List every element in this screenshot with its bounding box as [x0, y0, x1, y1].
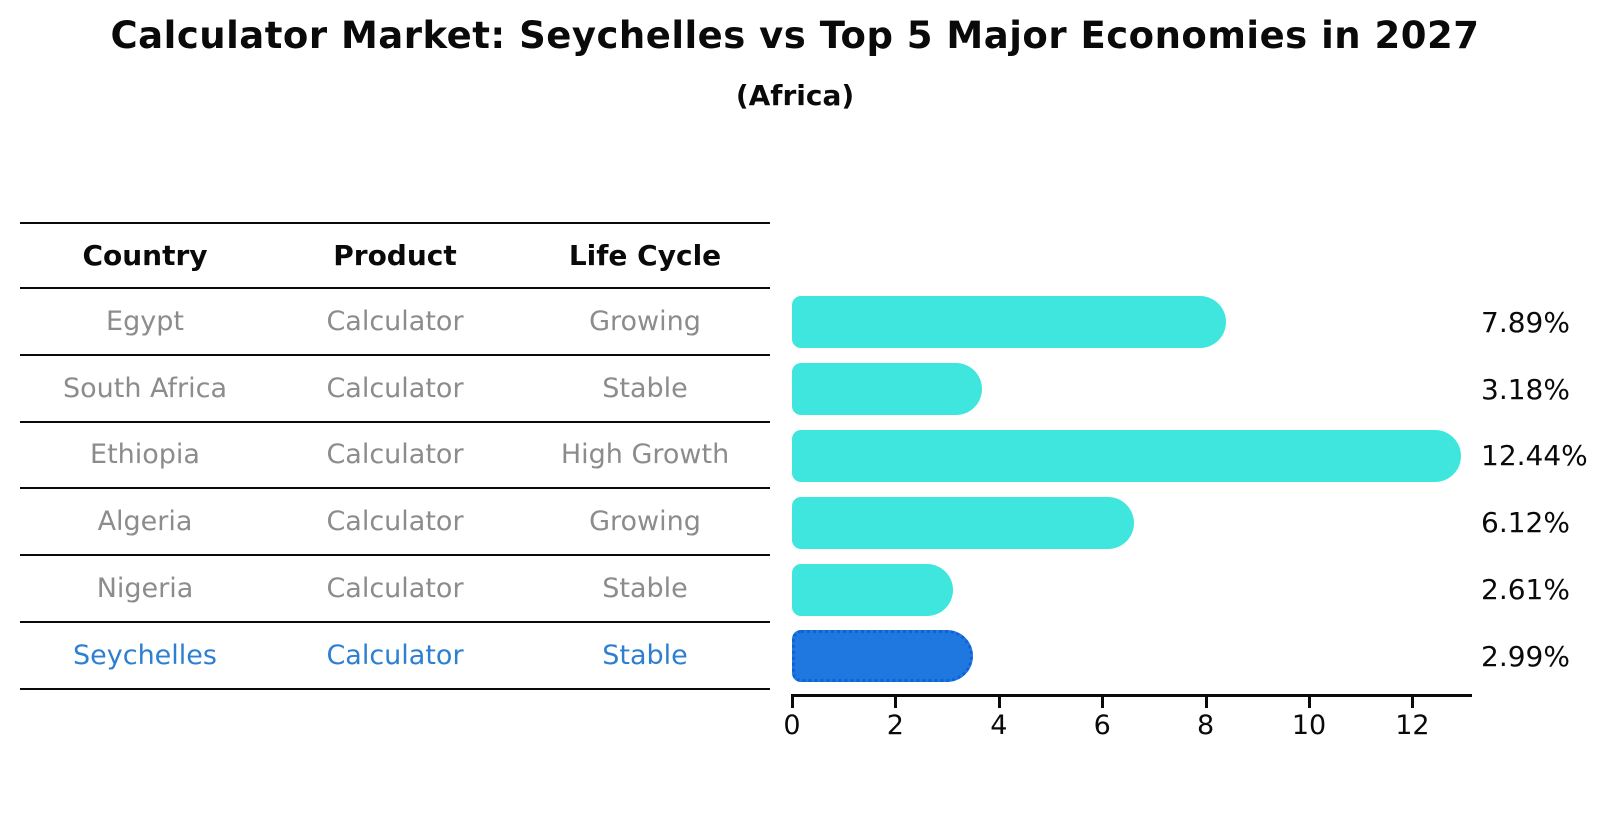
table-row-nigeria: Nigeria Calculator Stable: [20, 556, 770, 623]
value-label-nigeria: 2.61%: [1481, 573, 1570, 607]
life-cycle-cell: Stable: [602, 639, 688, 671]
table-body: Egypt Calculator Growing South Africa Calcul…: [20, 289, 770, 690]
bar-row-ethiopia: [792, 423, 1461, 490]
x-tick-label-10: 10: [1291, 710, 1327, 741]
value-label-egypt: 7.89%: [1481, 305, 1570, 339]
product-cell: Calculator: [326, 305, 464, 337]
x-axis-line: [792, 694, 1472, 697]
product-cell: Calculator: [326, 372, 464, 404]
life-cycle-cell: Growing: [589, 506, 701, 538]
life-cycle-cell: Stable: [602, 372, 688, 404]
column-header-product: Product: [333, 239, 457, 272]
value-label-south-africa: 3.18%: [1481, 372, 1570, 406]
value-label-seychelles: 2.99%: [1481, 639, 1570, 673]
x-tick-label-6: 6: [1093, 710, 1111, 741]
x-tick-label-8: 8: [1197, 710, 1215, 741]
x-tick-label-0: 0: [783, 710, 801, 741]
bar-seychelles: [792, 630, 973, 683]
x-tick-mark-4: [997, 694, 1001, 708]
x-tick-mark-2: [894, 694, 898, 708]
table-row-south-africa: South Africa Calculator Stable: [20, 356, 770, 423]
bar-row-egypt: [792, 289, 1226, 356]
x-tick-mark-0: [791, 694, 794, 708]
chart-subtitle: (Africa): [735, 79, 855, 112]
country-cell: South Africa: [62, 372, 228, 404]
bar-row-algeria: [792, 489, 1134, 556]
bar-nigeria: [792, 563, 953, 616]
bar-row-seychelles: [792, 623, 973, 690]
country-cell: Algeria: [97, 506, 193, 538]
bar-row-nigeria: [792, 556, 953, 623]
x-tick-mark-6: [1101, 694, 1105, 708]
country-table: Country Product Life Cycle Egypt Calculat…: [20, 222, 770, 690]
x-tick-mark-12: [1411, 694, 1415, 708]
x-tick-label-4: 4: [990, 710, 1008, 741]
product-cell: Calculator: [326, 439, 464, 471]
bar-row-south-africa: [792, 356, 982, 423]
x-tick-label-2: 2: [886, 710, 904, 741]
value-label-algeria: 6.12%: [1481, 506, 1570, 540]
table-row-egypt: Egypt Calculator Growing: [20, 289, 770, 356]
table-row-algeria: Algeria Calculator Growing: [20, 489, 770, 557]
country-cell: Egypt: [106, 305, 184, 337]
product-cell: Calculator: [326, 573, 464, 605]
bar-egypt: [792, 296, 1226, 349]
x-tick-label-12: 12: [1395, 710, 1430, 741]
product-cell: Calculator: [326, 639, 464, 671]
table-header-row: Country Product Life Cycle: [20, 222, 770, 289]
bar-ethiopia: [792, 429, 1461, 482]
x-tick-mark-10: [1308, 694, 1311, 708]
x-tick-mark-8: [1204, 694, 1208, 708]
life-cycle-cell: Growing: [589, 305, 701, 337]
value-label-ethiopia: 12.44%: [1481, 439, 1588, 473]
column-header-life-cycle: Life Cycle: [568, 239, 722, 272]
column-header-country: Country: [82, 239, 208, 272]
country-cell: Seychelles: [73, 639, 217, 671]
chart-title: Calculator Market: Seychelles vs Top 5 M…: [110, 14, 1480, 57]
table-row-seychelles: Seychelles Calculator Stable: [20, 623, 770, 690]
life-cycle-cell: High Growth: [560, 439, 730, 471]
bar-south-africa: [792, 363, 982, 416]
life-cycle-cell: Stable: [602, 573, 688, 605]
table-row-ethiopia: Ethiopia Calculator High Growth: [20, 423, 770, 490]
bar-algeria: [792, 496, 1134, 549]
country-cell: Nigeria: [96, 573, 194, 605]
country-cell: Ethiopia: [90, 439, 200, 471]
product-cell: Calculator: [326, 506, 464, 538]
